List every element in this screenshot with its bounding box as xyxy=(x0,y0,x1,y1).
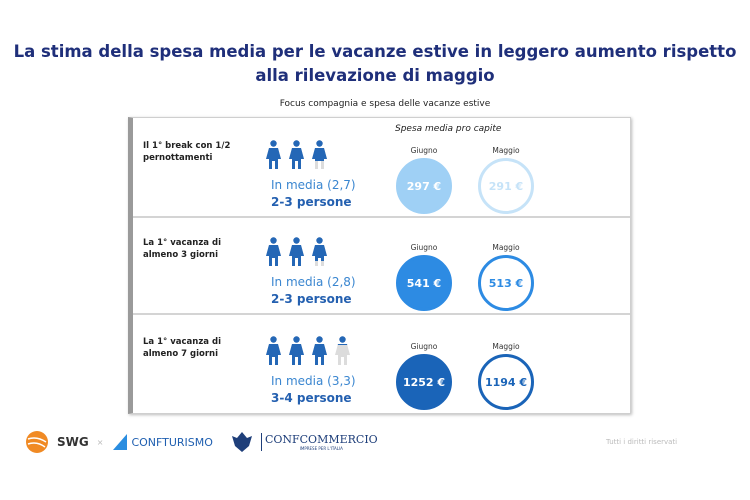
row-3: La 1° vacanza di almeno 7 giorni In medi… xyxy=(133,314,630,412)
persone-text: 3-4 persone xyxy=(271,391,352,405)
person-icon xyxy=(289,336,304,365)
row-1: Il 1° break con 1/2 pernottamenti In med… xyxy=(133,118,630,218)
maggio-label: Maggio xyxy=(492,342,520,351)
page-title: La stima della spesa media per le vacanz… xyxy=(13,42,737,85)
rights-text: Tutti i diritti riservati xyxy=(606,438,678,446)
maggio-value: 513 € xyxy=(488,276,524,290)
info-panel: Spesa media pro capite Il 1° break con 1… xyxy=(128,117,631,414)
maggio-label: Maggio xyxy=(492,243,520,252)
row-2: La 1° vacanza di almeno 3 giorni In medi… xyxy=(133,215,630,315)
giugno-label: Giugno xyxy=(410,342,438,351)
giugno-circle: 1252 € xyxy=(396,354,452,410)
person-icon xyxy=(266,336,281,365)
swg-logo: SWG xyxy=(57,435,89,449)
giugno-value: 541 € xyxy=(406,276,442,290)
person-icon xyxy=(312,140,327,169)
spesa-header: Spesa media pro capite xyxy=(395,124,502,134)
person-icon xyxy=(266,140,281,169)
person-icon xyxy=(312,336,327,365)
media-text: In media (3,3) xyxy=(271,374,356,388)
row-label: La 1° vacanza di almeno 7 giorni xyxy=(143,337,221,359)
persone-text: 2-3 persone xyxy=(271,292,352,306)
giugno-value: 297 € xyxy=(406,179,442,193)
giugno-circle: 297 € xyxy=(396,158,452,214)
swg-logo-icon xyxy=(26,431,48,453)
person-icon xyxy=(289,237,304,266)
giugno-label: Giugno xyxy=(410,146,438,155)
confcommercio-sub: IMPRESE PER L'ITALIA xyxy=(299,446,343,451)
confcommercio-logo: CONFCOMMERCIO xyxy=(264,433,378,446)
footer-logos: SWG × CONFTURISMO CONFCOMMERCIO IMPRESE … xyxy=(25,430,378,454)
maggio-label: Maggio xyxy=(492,146,520,155)
eagle-logo-icon xyxy=(231,432,252,452)
maggio-circle: 513 € xyxy=(478,255,534,311)
people-group xyxy=(265,140,328,170)
media-text: In media (2,8) xyxy=(271,275,356,289)
media-text: In media (2,7) xyxy=(271,178,356,192)
person-icon xyxy=(312,237,327,266)
maggio-circle: 291 € xyxy=(478,158,534,214)
confturismo-logo: CONFTURISMO xyxy=(131,435,213,449)
maggio-circle: 1194 € xyxy=(478,354,534,410)
subtitle: Focus compagnia e spesa delle vacanze es… xyxy=(279,99,491,109)
separator: × xyxy=(96,437,104,447)
person-icon xyxy=(266,237,281,266)
maggio-value: 1194 € xyxy=(484,375,528,389)
person-icon xyxy=(335,336,350,365)
row-label: La 1° vacanza di almeno 3 giorni xyxy=(143,238,221,260)
giugno-circle: 541 € xyxy=(396,255,452,311)
persone-text: 2-3 persone xyxy=(271,195,352,209)
person-icon xyxy=(289,140,304,169)
people-group xyxy=(265,336,351,366)
maggio-value: 291 € xyxy=(488,179,524,193)
row-label: Il 1° break con 1/2 pernottamenti xyxy=(143,141,231,163)
giugno-label: Giugno xyxy=(410,243,438,252)
people-group xyxy=(265,237,328,267)
confturismo-logo-icon xyxy=(113,434,128,450)
giugno-value: 1252 € xyxy=(402,375,446,389)
